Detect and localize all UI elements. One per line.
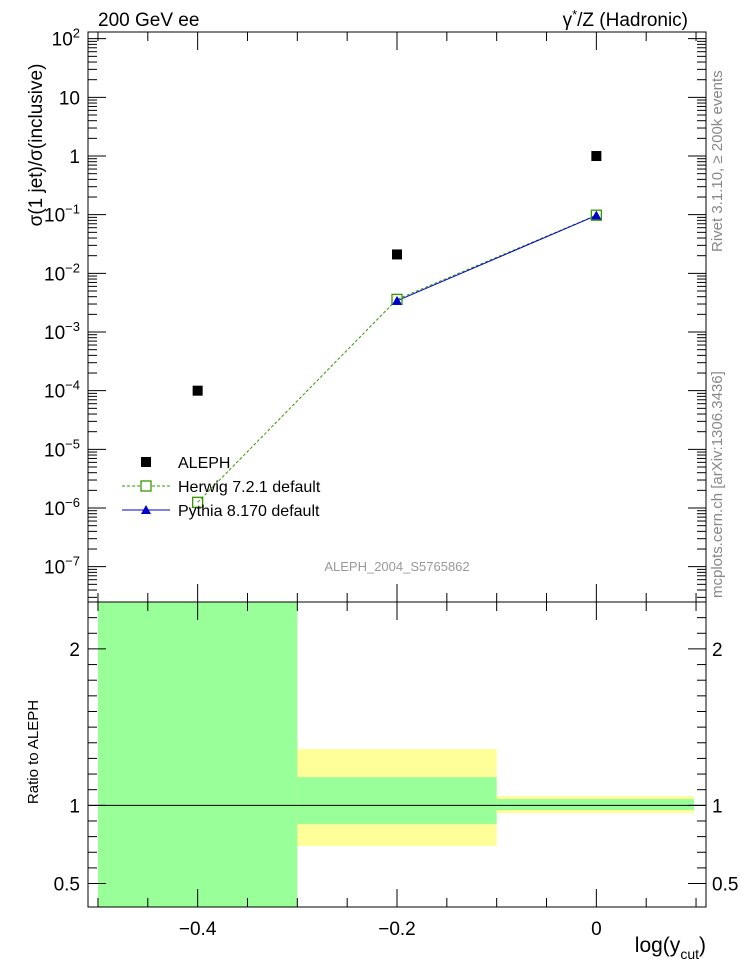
main-y-tick-label: 10−5 <box>44 436 80 461</box>
ratio-panel: −0.4 −0.2 0 0.5 0.5 1 1 2 2 <box>54 601 738 940</box>
main-y-tick-label: 10−4 <box>44 378 80 403</box>
pythia-point <box>591 210 602 220</box>
rivet-label: Rivet 3.1.10, ≥ 200k events <box>709 70 726 252</box>
aleph-point <box>392 249 402 260</box>
x-axis-title: log(ycut) <box>635 934 706 962</box>
aleph-point <box>192 385 203 396</box>
main-y-tick-label: 10−3 <box>44 319 80 344</box>
main-y-tick-label: 10−7 <box>44 554 80 579</box>
ratio-y-axis-title: Ratio to ALEPH <box>25 700 42 804</box>
legend-pythia-marker <box>141 505 151 514</box>
header-right: γ*/Z (Hadronic) <box>563 7 688 31</box>
x-tick-label: −0.4 <box>179 919 217 940</box>
main-y-tick-label: 10−6 <box>44 495 80 520</box>
x-tick-label: 0 <box>591 919 602 940</box>
main-panel: 10−7 10−6 10−5 10−4 10−3 10−2 10−1 1 10 102 <box>44 26 707 603</box>
aleph-point <box>591 151 602 162</box>
ratio-band-inner-2 <box>496 799 694 811</box>
ratio-y-tick-label-right: 1 <box>712 796 723 817</box>
main-y-tick-label: 1 <box>69 147 80 168</box>
herwig-point <box>191 496 204 508</box>
ratio-band-inner-0 <box>98 602 298 907</box>
ratio-y-tick-label-left: 1 <box>69 796 80 817</box>
pythia-line <box>396 214 597 302</box>
legend-entry-label: Pythia 8.170 default <box>178 503 320 520</box>
legend: ALEPH Herwig 7.2.1 default Pythia 8.170 de… <box>122 455 321 520</box>
main-y-tick-label: 10 <box>59 88 80 109</box>
header-left: 200 GeV ee <box>98 10 199 31</box>
mcplots-label: mcplots.cern.ch [arXiv:1306.3436] <box>709 371 726 598</box>
x-tick-label: −0.2 <box>378 919 416 940</box>
main-y-tick-label: 102 <box>52 26 80 51</box>
legend-herwig-marker <box>140 480 152 492</box>
legend-aleph-marker <box>141 457 151 467</box>
analysis-label: ALEPH_2004_S5765862 <box>324 559 469 574</box>
ratio-y-tick-label-left: 2 <box>69 640 80 661</box>
pythia-point <box>392 295 402 305</box>
main-y-axis-title: σ(1 jet)/σ(inclusive) <box>26 64 47 227</box>
main-y-tick-label: 10−2 <box>44 260 80 285</box>
ratio-y-tick-label-right: 0.5 <box>712 875 738 896</box>
ratio-y-tick-label-left: 0.5 <box>54 875 80 896</box>
legend-entry-label: ALEPH <box>178 455 230 472</box>
legend-entry-label: Herwig 7.2.1 default <box>178 479 321 496</box>
main-y-tick-label: 10−1 <box>44 202 80 227</box>
ratio-y-tick-label-right: 2 <box>712 640 723 661</box>
ratio-band-inner-1 <box>297 777 497 825</box>
herwig-point <box>590 209 603 221</box>
